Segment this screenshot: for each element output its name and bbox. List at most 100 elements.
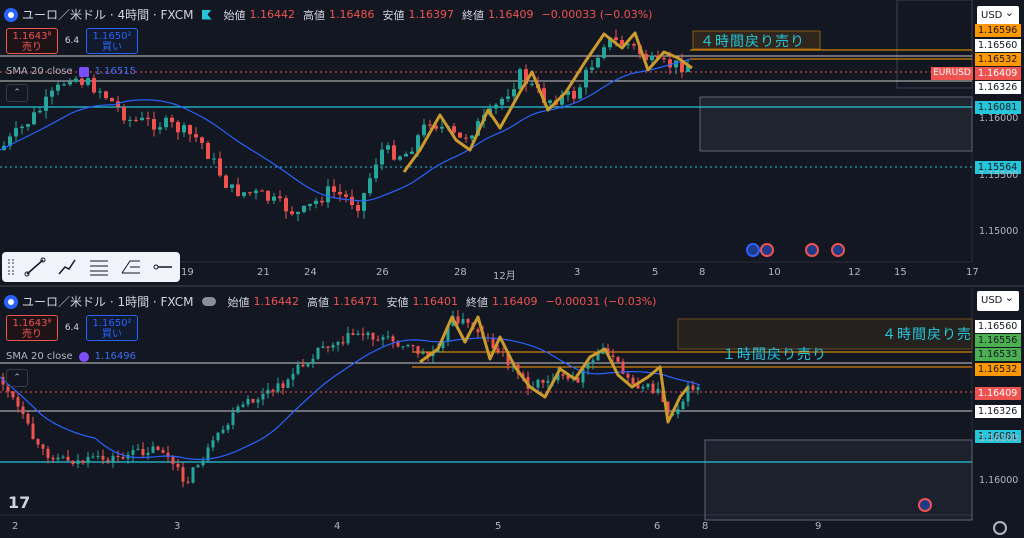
toggle-icon[interactable] [201, 297, 216, 306]
candle-body [104, 91, 108, 99]
candle-body [56, 84, 60, 91]
candle-body [256, 399, 260, 403]
currency-select[interactable]: USD [977, 288, 1019, 311]
candle-body [404, 153, 408, 157]
candle-body [596, 57, 600, 68]
chart-pane-4h[interactable]: ユーロ／米ドル · 4時間 · FXCM 始値 1.16442 高値 1.16486… [0, 0, 1024, 285]
change-value: −0.00033 (−0.03%) [541, 8, 653, 21]
time-axis-label: 17 [966, 267, 979, 278]
drag-handle-icon[interactable] [8, 259, 14, 275]
candle-body [186, 481, 190, 483]
price-scale-label: 1.15000 [979, 226, 1019, 237]
economic-event-icon[interactable] [760, 243, 774, 257]
open-value: 1.16442 [249, 8, 296, 21]
candle-body [41, 444, 45, 449]
sma-legend-1h[interactable]: SMA 20 close 1.16496 [6, 351, 136, 362]
candle-body [216, 432, 220, 441]
buy-button[interactable]: 1.1650² 買い [86, 28, 138, 54]
candle-body [74, 78, 78, 82]
sell-zone-box-4h [677, 318, 973, 350]
candle-body [566, 375, 570, 379]
candle-body [236, 184, 240, 196]
sell-button[interactable]: 1.1643⁸ 売り [6, 315, 58, 341]
time-axis-label: 26 [376, 267, 389, 278]
pane-divider[interactable] [0, 285, 1024, 287]
high-value: 1.16486 [329, 8, 375, 21]
fib-tool-icon[interactable] [88, 257, 110, 277]
candle-body [506, 96, 510, 99]
sell-zone-box [692, 30, 821, 50]
demand-zone-box [704, 439, 973, 521]
candle-body [434, 125, 438, 129]
candle-body [341, 342, 345, 344]
candle-body [501, 351, 505, 353]
candle-body [224, 175, 228, 188]
candle-body [110, 98, 114, 102]
candle-body [191, 467, 195, 483]
demand-zone-box [699, 96, 973, 152]
chart-pane-1h[interactable]: ユーロ／米ドル · 1時間 · FXCM 始値 1.16442 高値 1.16471… [0, 287, 1024, 538]
candle-body [440, 126, 444, 129]
candle-body [676, 408, 680, 415]
settings-gear-icon[interactable] [993, 521, 1007, 535]
candle-body [401, 346, 405, 348]
indicator-settings-icon[interactable] [78, 66, 89, 77]
symbol-title[interactable]: ユーロ／米ドル · 1時間 · FXCM [22, 295, 194, 309]
candle-body [410, 151, 414, 154]
pitchfork-tool-icon[interactable] [120, 257, 142, 277]
symbol-title[interactable]: ユーロ／米ドル · 4時間 · FXCM [22, 8, 194, 22]
economic-event-icon[interactable] [746, 243, 760, 257]
candle-body [156, 446, 160, 451]
candle-body [316, 347, 320, 359]
candle-body [201, 460, 205, 466]
economic-event-icon[interactable] [918, 498, 932, 512]
candle-body [206, 447, 210, 461]
candle-body [326, 346, 330, 348]
indicator-settings-icon[interactable] [78, 351, 89, 362]
candle-body [212, 158, 216, 160]
path-tool-icon[interactable] [56, 257, 78, 277]
tradingview-logo[interactable]: 𝟭𝟳 [8, 493, 31, 512]
collapse-legend-button[interactable]: ⌃ [6, 84, 28, 102]
time-axis-label: 8 [699, 267, 706, 278]
collapse-legend-button[interactable]: ⌃ [6, 369, 28, 387]
candle-body [106, 459, 110, 462]
candle-body [406, 344, 410, 347]
candle-body [346, 332, 350, 344]
flag-icon[interactable] [201, 9, 212, 20]
candle-body [441, 341, 445, 349]
chart-canvas-4h[interactable] [0, 0, 1024, 285]
candle-body [161, 450, 165, 453]
candle-body [491, 338, 495, 349]
buy-button[interactable]: 1.1650² 買い [86, 315, 138, 341]
sma-label: SMA 20 close [6, 351, 73, 362]
candle-body [641, 386, 645, 389]
sma-legend-4h[interactable]: SMA 20 close 1.16515 [6, 66, 136, 77]
horizontal-ray-tool-icon[interactable] [152, 257, 174, 277]
high-label: 高値 [307, 295, 330, 309]
candle-body [301, 364, 305, 367]
candle-body [590, 67, 594, 70]
candle-body [101, 455, 105, 460]
candle-body [164, 117, 168, 128]
candle-body [284, 198, 288, 212]
sell-button[interactable]: 1.1643⁸ 売り [6, 28, 58, 54]
candle-body [632, 44, 636, 46]
candle-body [176, 122, 180, 133]
candle-body [656, 388, 660, 393]
chart-canvas-1h[interactable] [0, 287, 1024, 538]
zone-label-1h-sell: １時間戻り売り [722, 347, 827, 363]
candle-body [361, 333, 365, 336]
economic-event-icon[interactable] [831, 243, 845, 257]
candle-body [6, 384, 10, 392]
currency-select[interactable]: USD [977, 3, 1019, 26]
candle-body [416, 135, 420, 152]
trend-line-tool-icon[interactable] [24, 257, 46, 277]
candle-body [620, 40, 624, 45]
candle-body [494, 104, 498, 109]
candle-body [116, 455, 120, 458]
candle-body [188, 125, 192, 135]
change-value: −0.00031 (−0.03%) [545, 295, 657, 308]
economic-event-icon[interactable] [805, 243, 819, 257]
candle-body [470, 135, 474, 139]
